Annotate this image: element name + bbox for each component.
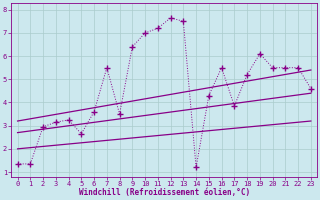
X-axis label: Windchill (Refroidissement éolien,°C): Windchill (Refroidissement éolien,°C)	[79, 188, 250, 197]
